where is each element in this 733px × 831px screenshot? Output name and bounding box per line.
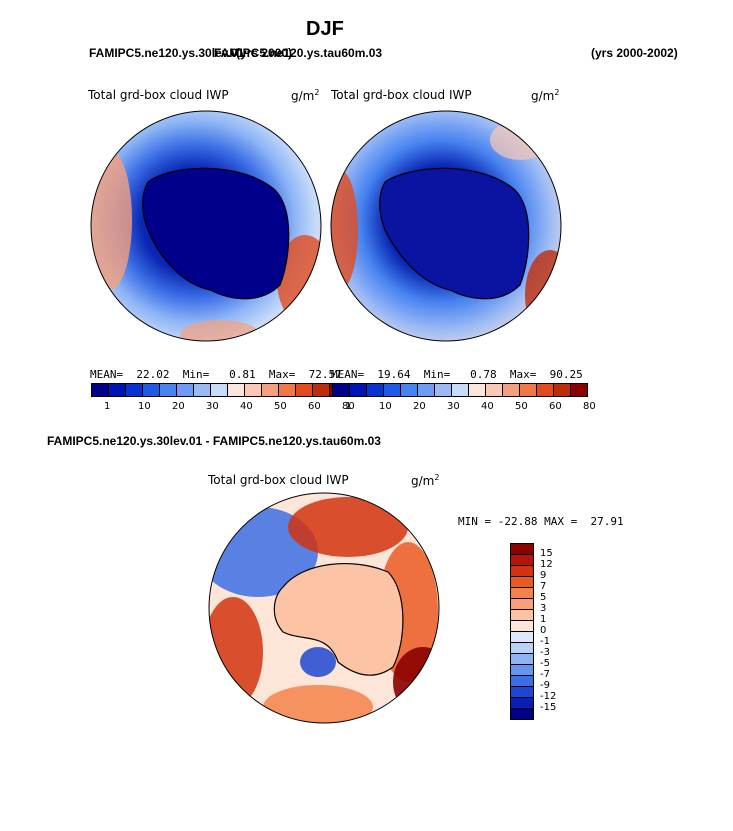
panel2-variable: Total grd-box cloud IWP [331,88,472,102]
colorbar-difference-tick-label: -1 [540,636,550,647]
diff-positive-region-north [288,497,408,557]
colorbar-panel-1-swatch [108,383,126,397]
colorbar-panel-2-swatch [553,383,571,397]
diff-min-max: MIN = -22.88 MAX = 27.91 [458,515,624,528]
colorbar-difference-tick-label: -9 [540,680,550,691]
colorbar-panel-1-tick-label: 60 [308,401,321,412]
colorbar-difference-tick-label: 7 [540,581,547,592]
colorbar-panel-2-swatch [434,383,452,397]
colorbar-panel-1-tick-label: 10 [138,401,151,412]
colorbar-panel-2 [332,383,588,397]
colorbar-panel-1-labels: 1 10 20 30 40 50 60 80 [91,401,355,415]
colorbar-panel-1-swatch [295,383,313,397]
colorbar-panel-2-tick-label: 60 [549,401,562,412]
colorbar-panel-2-tick-label: 10 [379,401,392,412]
colorbar-difference-labels: 15 12 9 7 5 3 1 0 -1 -3 -5 -7 -9 -12 -15 [540,543,580,735]
colorbar-panel-1-swatch [244,383,262,397]
panel1-variable: Total grd-box cloud IWP [88,88,229,102]
colorbar-panel-1-tick-label: 80 [342,401,355,412]
map1-warm-region-west [91,150,132,290]
panel2-stats: MEAN= 19.64 Min= 0.78 Max= 90.25 [331,368,583,381]
map-panel-2 [330,110,562,342]
colorbar-panel-1-swatch [125,383,143,397]
difference-title: FAMIPC5.ne120.ys.30lev.01 - FAMIPC5.ne12… [47,434,381,448]
colorbar-difference-tick-label: 3 [540,603,547,614]
diff-negative-region-center [300,647,336,677]
colorbar-panel-2-tick-label: 80 [583,401,596,412]
colorbar-panel-2-tick-label: 1 [345,401,352,412]
colorbar-panel-1-swatch [193,383,211,397]
colorbar-panel-2-swatch [502,383,520,397]
colorbar-panel-1-tick-label: 20 [172,401,185,412]
colorbar-panel-1-tick-label: 40 [240,401,253,412]
colorbar-panel-1-tick-label: 50 [274,401,287,412]
colorbar-difference-tick-label: -7 [540,669,550,680]
colorbar-panel-2-swatch [366,383,384,397]
colorbar-panel-2-swatch [468,383,486,397]
colorbar-difference-tick-label: -3 [540,647,550,658]
diff-variable: Total grd-box cloud IWP [208,473,349,487]
colorbar-panel-1-swatch [227,383,245,397]
colorbar-panel-1-swatch [278,383,296,397]
colorbar-panel-1-swatch [261,383,279,397]
colorbar-panel-2-swatch [349,383,367,397]
colorbar-panel-1-swatch [142,383,160,397]
diff-units: g/m2 [411,473,440,488]
map1-warm-region-south [180,320,260,341]
colorbar-panel-1-swatch [91,383,109,397]
colorbar-panel-2-swatch [332,383,350,397]
colorbar-panel-2-swatch [485,383,503,397]
colorbar-panel-2-tick-label: 30 [447,401,460,412]
colorbar-panel-1 [91,383,347,397]
colorbar-difference-tick-label: -15 [540,702,557,713]
colorbar-difference-tick-label: 12 [540,559,553,570]
colorbar-panel-2-labels: 1 10 20 30 40 50 60 80 [332,401,596,415]
colorbar-difference-tick-label: 9 [540,570,547,581]
colorbar-panel-2-swatch [417,383,435,397]
panel1-units: g/m2 [291,88,320,103]
map2-antarctica-outline [379,167,530,300]
panel2-units: g/m2 [531,88,560,103]
colorbar-panel-2-swatch [519,383,537,397]
map-difference [208,492,440,724]
colorbar-panel-1-swatch [176,383,194,397]
colorbar-difference-tick-label: -12 [540,691,557,702]
map1-antarctica-outline [142,167,290,300]
colorbar-panel-1-swatch [159,383,177,397]
colorbar-panel-2-swatch [536,383,554,397]
plot-title: DJF [306,18,344,40]
map2-warm-region-west [331,170,358,290]
colorbar-panel-1-swatch [210,383,228,397]
colorbar-panel-2-swatch [570,383,588,397]
colorbar-difference-tick-label: 1 [540,614,547,625]
overlap-case-name: FAMIPC5.ne120.ys.tau60m.03 [214,46,383,60]
overlap-years: (yrs 2000) [236,46,293,60]
colorbar-difference [510,543,534,720]
map2-warm-region-north [490,120,550,160]
colorbar-panel-2-swatch [451,383,469,397]
colorbar-panel-2-tick-label: 40 [481,401,494,412]
colorbar-difference-tick-label: 5 [540,592,547,603]
colorbar-panel-1-tick-label: 30 [206,401,219,412]
panel1-stats: MEAN= 22.02 Min= 0.81 Max= 72.57 [90,368,342,381]
colorbar-panel-2-swatch [383,383,401,397]
colorbar-panel-2-swatch [400,383,418,397]
colorbar-panel-1-swatch [312,383,330,397]
colorbar-difference-swatch [510,708,534,720]
diff-antarctica-outline [273,562,404,676]
colorbar-panel-2-tick-label: 20 [413,401,426,412]
colorbar-difference-tick-label: 15 [540,548,553,559]
colorbar-panel-2-tick-label: 50 [515,401,528,412]
map-panel-1 [90,110,322,342]
colorbar-panel-1-tick-label: 1 [104,401,111,412]
colorbar-difference-tick-label: 0 [540,625,547,636]
colorbar-difference-tick-label: -5 [540,658,550,669]
left-case-name: FAMIPC5.ne120.ys.30lev.01 [89,46,245,60]
right-years: (yrs 2000-2002) [591,46,678,60]
